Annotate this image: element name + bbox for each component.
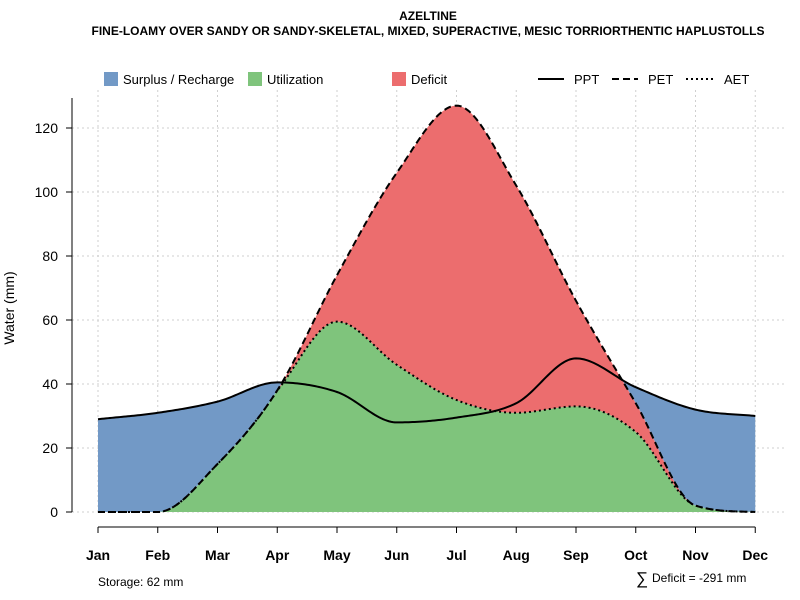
x-tick-label-aug: Aug (503, 547, 530, 563)
x-tick-label-jan: Jan (86, 547, 110, 563)
x-tick-label-nov: Nov (682, 547, 709, 563)
legend-label-aet: AET (724, 72, 749, 87)
legend-label-surplus: Surplus / Recharge (123, 72, 234, 87)
legend-swatch-surplus (104, 72, 118, 86)
x-tick-label-jun: Jun (384, 547, 409, 563)
y-tick-label: 120 (35, 120, 59, 136)
series-line-pet (98, 104, 756, 513)
x-tick-label-may: May (323, 547, 350, 563)
legend: Surplus / Recharge Utilization Deficit P… (104, 72, 749, 87)
area-surplus-recharge (98, 105, 756, 512)
y-tick-label: 60 (42, 312, 58, 328)
area-deficit (98, 105, 756, 512)
legend-label-ppt: PPT (574, 72, 599, 87)
chart-title: AZELTINE (399, 9, 457, 23)
legend-swatch-utilization (248, 72, 262, 86)
storage-note: Storage: 62 mm (98, 575, 183, 589)
deficit-note: Deficit = -291 mm (652, 571, 746, 585)
x-tick-label-dec: Dec (742, 547, 768, 563)
y-axis-label: Water (mm) (1, 271, 17, 344)
axes: 0 20 40 60 80 100 120 Jan Feb Mar Apr May Jun Jul Aug S… (35, 98, 768, 563)
legend-swatch-deficit (392, 72, 406, 86)
y-tick-label: 40 (42, 376, 58, 392)
area-utilization (98, 321, 756, 512)
line-layer (97, 104, 756, 513)
y-tick-label: 80 (42, 248, 58, 264)
y-tick-label: 20 (42, 440, 58, 456)
legend-label-utilization: Utilization (267, 72, 323, 87)
x-tick-label-jul: Jul (446, 547, 466, 563)
x-tick-label-oct: Oct (624, 547, 648, 563)
chart-subtitle: FINE-LOAMY OVER SANDY OR SANDY-SKELETAL,… (92, 24, 765, 38)
series-line-aet (98, 320, 756, 513)
legend-label-deficit: Deficit (411, 72, 448, 87)
deficit-sum-symbol: ∑ (636, 569, 648, 588)
x-tick-label-feb: Feb (145, 547, 170, 563)
series-line-ppt (97, 357, 756, 424)
x-tick-label-apr: Apr (265, 547, 290, 563)
x-tick-label-sep: Sep (563, 547, 589, 563)
x-tick-label-mar: Mar (205, 547, 230, 563)
y-tick-label: 0 (50, 504, 58, 520)
area-layer (98, 105, 756, 512)
y-tick-label: 100 (35, 184, 59, 200)
legend-label-pet: PET (648, 72, 673, 87)
